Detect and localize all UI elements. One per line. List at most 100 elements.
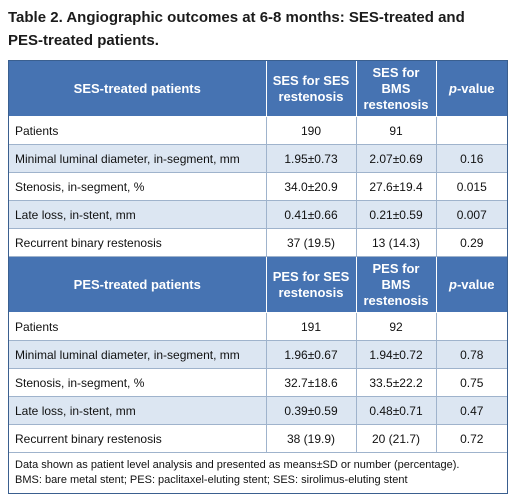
table-cell: 20 (21.7) bbox=[355, 424, 436, 453]
table: SES-treated patients SES for SES restenosi… bbox=[9, 61, 507, 453]
table-cell: 0.78 bbox=[435, 340, 507, 369]
header-text: -value bbox=[456, 276, 495, 292]
table-row: Recurrent binary restenosis 37 (19.5) 13 (… bbox=[9, 228, 507, 257]
header-text: p bbox=[448, 80, 457, 96]
table-cell: 0.41±0.66 bbox=[265, 200, 356, 229]
table-cell: Minimal luminal diameter, in-segment, mm bbox=[9, 340, 266, 369]
table-cell bbox=[435, 312, 507, 341]
table-cell: Patients bbox=[9, 116, 266, 145]
cell-text: 1.95±0.73 bbox=[284, 151, 338, 166]
header-text: PES for BMS bbox=[372, 260, 420, 292]
cell-text: 38 (19.9) bbox=[286, 431, 336, 446]
header-text: SES for BMS bbox=[372, 64, 420, 96]
header-text: restenosis bbox=[278, 284, 344, 300]
table-row: Recurrent binary restenosis 38 (19.9) 20 (… bbox=[9, 424, 507, 453]
cell-text: 34.0±20.9 bbox=[284, 179, 338, 194]
table-cell: 0.48±0.71 bbox=[355, 396, 436, 425]
cell-text: Minimal luminal diameter, in-segment, mm bbox=[15, 347, 240, 362]
footnote-line: Data shown as patient level analysis and… bbox=[15, 459, 460, 471]
header-row: SES-treated patients SES for SES restenosi… bbox=[9, 61, 507, 117]
cell-text: Minimal luminal diameter, in-segment, mm bbox=[15, 151, 240, 166]
table-cell: 0.007 bbox=[435, 200, 507, 229]
table-cell: 27.6±19.4 bbox=[355, 172, 436, 201]
cell-text: 0.007 bbox=[456, 207, 487, 222]
table-title: Table 2. Angiographic outcomes at 6-8 mo… bbox=[8, 6, 465, 52]
header-text: SES-treated patients bbox=[73, 80, 201, 96]
cell-text: Stenosis, in-segment, % bbox=[15, 179, 145, 194]
table-cell: 0.75 bbox=[435, 368, 507, 397]
table-row: Late loss, in-stent, mm 0.41±0.66 0.21±0.5… bbox=[9, 200, 507, 229]
cell-text: Patients bbox=[15, 319, 59, 334]
table-cell: 1.95±0.73 bbox=[265, 144, 356, 173]
table-cell: 0.39±0.59 bbox=[265, 396, 356, 425]
header-text: PES-treated patients bbox=[73, 276, 201, 292]
table-cell: 0.16 bbox=[435, 144, 507, 173]
header-text: restenosis bbox=[278, 88, 344, 104]
table-cell: 33.5±22.2 bbox=[355, 368, 436, 397]
table-cell: 1.96±0.67 bbox=[265, 340, 356, 369]
cell-text: 190 bbox=[300, 123, 322, 138]
cell-text: 1.94±0.72 bbox=[369, 347, 423, 362]
cell-text: 0.78 bbox=[460, 347, 484, 362]
cell-text: Recurrent binary restenosis bbox=[15, 235, 162, 250]
table-row: Stenosis, in-segment, % 32.7±18.6 33.5±22.… bbox=[9, 368, 507, 397]
cell-text: 0.47 bbox=[460, 403, 484, 418]
cell-text: 0.75 bbox=[460, 375, 484, 390]
header-cell: PES-treated patients bbox=[9, 256, 266, 313]
table-cell: 1.94±0.72 bbox=[355, 340, 436, 369]
cell-text: 0.48±0.71 bbox=[369, 403, 423, 418]
cell-text: 0.015 bbox=[456, 179, 487, 194]
cell-text: Stenosis, in-segment, % bbox=[15, 375, 145, 390]
cell-text: 0.39±0.59 bbox=[284, 403, 338, 418]
cell-text: 27.6±19.4 bbox=[369, 179, 423, 194]
table-cell: 92 bbox=[355, 312, 436, 341]
table-row: Patients 190 91 bbox=[9, 116, 507, 145]
header-cell: SES-treated patients bbox=[9, 61, 266, 117]
table-cell: 2.07±0.69 bbox=[355, 144, 436, 173]
table-cell: 0.47 bbox=[435, 396, 507, 425]
cell-text: 33.5±22.2 bbox=[369, 375, 423, 390]
table-cell: 13 (14.3) bbox=[355, 228, 436, 257]
cell-text: 0.72 bbox=[460, 431, 484, 446]
table-cell: Stenosis, in-segment, % bbox=[9, 172, 266, 201]
table-row: Patients 191 92 bbox=[9, 312, 507, 341]
cell-text: 1.96±0.67 bbox=[284, 347, 338, 362]
table-cell: Recurrent binary restenosis bbox=[9, 228, 266, 257]
table-cell: 0.29 bbox=[435, 228, 507, 257]
cell-text: 32.7±18.6 bbox=[284, 375, 338, 390]
table-row: Minimal luminal diameter, in-segment, mm… bbox=[9, 340, 507, 369]
cell-text: 13 (14.3) bbox=[371, 235, 421, 250]
table-cell: 91 bbox=[355, 116, 436, 145]
header-text: restenosis bbox=[363, 292, 429, 308]
table-cell: 0.72 bbox=[435, 424, 507, 453]
header-text: restenosis bbox=[363, 96, 429, 112]
table-row: Stenosis, in-segment, % 34.0±20.9 27.6±19.… bbox=[9, 172, 507, 201]
cell-text: Late loss, in-stent, mm bbox=[15, 403, 136, 418]
table-cell bbox=[435, 116, 507, 145]
title-line: Table 2. Angiographic outcomes at 6-8 mo… bbox=[8, 9, 465, 26]
table-cell: Minimal luminal diameter, in-segment, mm bbox=[9, 144, 266, 173]
table-cell: Late loss, in-stent, mm bbox=[9, 396, 266, 425]
table-cell: Late loss, in-stent, mm bbox=[9, 200, 266, 229]
table-row: Late loss, in-stent, mm 0.39±0.59 0.48±0.7… bbox=[9, 396, 507, 425]
cell-text: 92 bbox=[389, 319, 403, 334]
footnote: Data shown as patient level analysis and… bbox=[9, 453, 507, 493]
header-cell: SES for BMS restenosis bbox=[355, 61, 436, 117]
title-line: PES-treated patients. bbox=[8, 32, 159, 49]
header-text: p bbox=[448, 276, 457, 292]
table-cell: 38 (19.9) bbox=[265, 424, 356, 453]
cell-text: 191 bbox=[300, 319, 322, 334]
header-cell: p-value bbox=[435, 61, 507, 117]
cell-text: 20 (21.7) bbox=[371, 431, 421, 446]
table-row: Minimal luminal diameter, in-segment, mm… bbox=[9, 144, 507, 173]
table-cell: 191 bbox=[265, 312, 356, 341]
table-cell: Recurrent binary restenosis bbox=[9, 424, 266, 453]
table-cell: 37 (19.5) bbox=[265, 228, 356, 257]
header-cell: PES for BMS restenosis bbox=[355, 256, 436, 313]
header-cell: SES for SES restenosis bbox=[265, 61, 356, 117]
table-cell: 0.015 bbox=[435, 172, 507, 201]
table-cell: 190 bbox=[265, 116, 356, 145]
cell-text: 0.41±0.66 bbox=[284, 207, 338, 222]
header-text: PES for SES bbox=[272, 268, 350, 284]
